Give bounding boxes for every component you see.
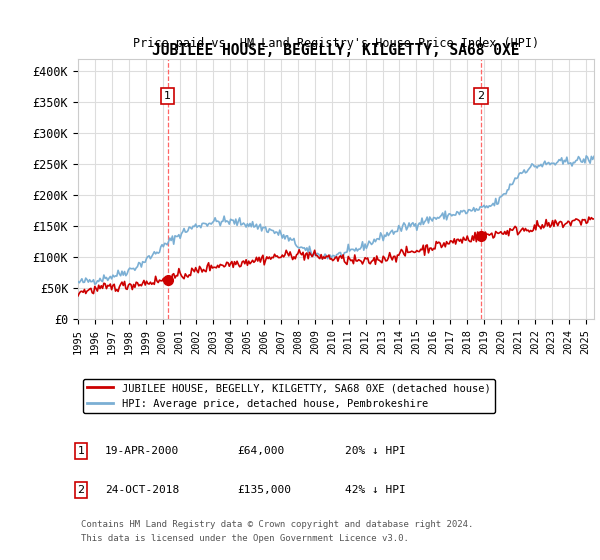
Text: 1: 1 (77, 446, 85, 456)
Text: 42% ↓ HPI: 42% ↓ HPI (345, 485, 406, 495)
Text: 1: 1 (164, 91, 171, 101)
Title: JUBILEE HOUSE, BEGELLY, KILGETTY, SA68 0XE: JUBILEE HOUSE, BEGELLY, KILGETTY, SA68 0… (152, 43, 520, 58)
Text: Price paid vs. HM Land Registry's House Price Index (HPI): Price paid vs. HM Land Registry's House … (133, 37, 539, 50)
Text: 20% ↓ HPI: 20% ↓ HPI (345, 446, 406, 456)
Legend: JUBILEE HOUSE, BEGELLY, KILGETTY, SA68 0XE (detached house), HPI: Average price,: JUBILEE HOUSE, BEGELLY, KILGETTY, SA68 0… (83, 379, 494, 413)
Text: 19-APR-2000: 19-APR-2000 (105, 446, 179, 456)
Text: £135,000: £135,000 (237, 485, 291, 495)
Text: £64,000: £64,000 (237, 446, 284, 456)
Text: Contains HM Land Registry data © Crown copyright and database right 2024.: Contains HM Land Registry data © Crown c… (81, 520, 473, 529)
Text: 2: 2 (478, 91, 485, 101)
Text: 24-OCT-2018: 24-OCT-2018 (105, 485, 179, 495)
Text: This data is licensed under the Open Government Licence v3.0.: This data is licensed under the Open Gov… (81, 534, 409, 543)
Text: 2: 2 (77, 485, 85, 495)
